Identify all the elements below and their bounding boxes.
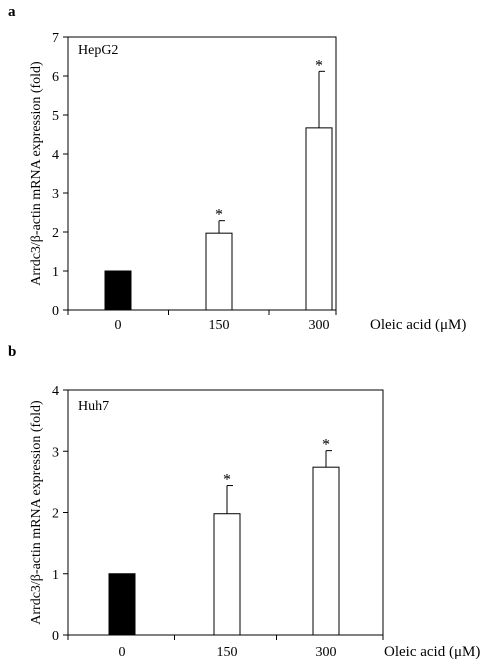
x-tick-label: 150: [217, 645, 238, 660]
bar-150: [213, 513, 241, 636]
y-axis-label: Arrdc3/β-actin mRNA expression (fold): [29, 400, 44, 625]
y-tick-label: 2: [52, 507, 59, 522]
y-tick-label: 0: [52, 629, 59, 644]
bar-300: [305, 127, 333, 311]
significance-mark: *: [322, 437, 330, 454]
y-tick-label: 5: [52, 109, 59, 124]
significance-mark: *: [223, 472, 231, 489]
y-tick-label: 4: [52, 148, 59, 163]
cell-line-label: Huh7: [78, 399, 109, 414]
cell-line-label: HepG2: [78, 43, 118, 58]
y-tick-label: 1: [52, 568, 59, 583]
plot-frame: [67, 36, 337, 311]
chart-panel-b: b Huh7 0 1 2 3 4 0 * 150 * 300 Oleic acid (μM) Arrdc3…: [8, 344, 480, 660]
bar-0: [104, 270, 132, 311]
y-tick-label: 1: [52, 265, 59, 280]
y-tick-label: 0: [52, 304, 59, 319]
bar-150: [205, 232, 233, 311]
significance-mark: *: [315, 57, 323, 74]
panel-letter: a: [8, 4, 16, 20]
x-tick-label: 300: [309, 318, 330, 333]
bar-0: [108, 573, 136, 636]
y-tick-label: 6: [52, 70, 59, 85]
x-tick-label: 0: [115, 318, 122, 333]
y-tick-label: 2: [52, 226, 59, 241]
x-axis-label: Oleic acid (μM): [370, 317, 466, 333]
bar-300: [312, 466, 340, 636]
x-axis-label: Oleic acid (μM): [384, 644, 480, 660]
significance-mark: *: [215, 207, 223, 224]
x-tick-label: 300: [316, 645, 337, 660]
y-tick-label: 7: [52, 31, 59, 46]
panel-letter: b: [8, 344, 16, 360]
x-tick-label: 150: [209, 318, 230, 333]
x-tick-label: 0: [119, 645, 126, 660]
y-tick-label: 3: [52, 445, 59, 460]
y-tick-label: 4: [52, 384, 59, 399]
chart-panel-a: a HepG2 0 1 2 3 4 5 6 7 0 * 150 * 300 Oleic acid (μM) Ar…: [8, 4, 466, 333]
y-tick-label: 3: [52, 187, 59, 202]
y-axis-label: Arrdc3/β-actin mRNA expression (fold): [29, 61, 44, 286]
